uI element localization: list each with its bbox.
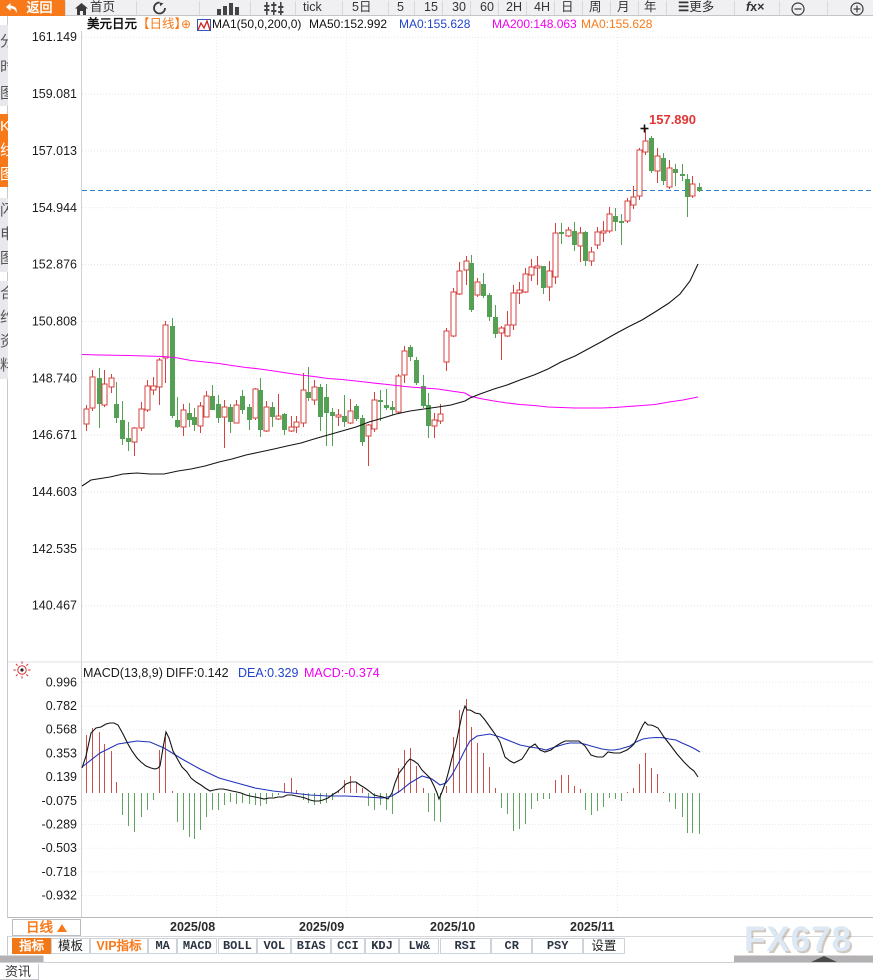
svg-text:152.876: 152.876 [32,258,77,272]
svg-text:146.671: 146.671 [32,428,77,442]
svg-text:-0.718: -0.718 [42,865,77,879]
svg-text:144.603: 144.603 [32,485,77,499]
svg-text:157.013: 157.013 [32,144,77,158]
svg-text:DEA:0.329: DEA:0.329 [238,666,299,680]
svg-text:MACD(13,8,9): MACD(13,8,9) [83,666,163,680]
svg-text:0.782: 0.782 [46,699,77,713]
svg-text:0.996: 0.996 [46,675,77,689]
svg-text:142.535: 142.535 [32,542,77,556]
svg-text:161.149: 161.149 [32,30,77,44]
svg-text:0.139: 0.139 [46,770,77,784]
svg-text:150.808: 150.808 [32,314,77,328]
svg-text:-0.289: -0.289 [42,818,77,832]
svg-text:0.568: 0.568 [46,723,77,737]
svg-text:157.890: 157.890 [649,112,696,127]
svg-text:0.353: 0.353 [46,746,77,760]
svg-text:159.081: 159.081 [32,87,77,101]
svg-text:FX678: FX678 [746,922,854,961]
svg-text:148.740: 148.740 [32,371,77,385]
svg-text:DIFF:0.142: DIFF:0.142 [166,666,229,680]
svg-text:FX678: FX678 [744,920,852,959]
svg-text:-0.932: -0.932 [42,889,77,903]
svg-text:154.944: 154.944 [32,201,77,215]
svg-text:-0.075: -0.075 [42,794,77,808]
svg-text:-0.503: -0.503 [42,841,77,855]
svg-text:MACD:-0.374: MACD:-0.374 [304,666,380,680]
svg-text:140.467: 140.467 [32,599,77,613]
